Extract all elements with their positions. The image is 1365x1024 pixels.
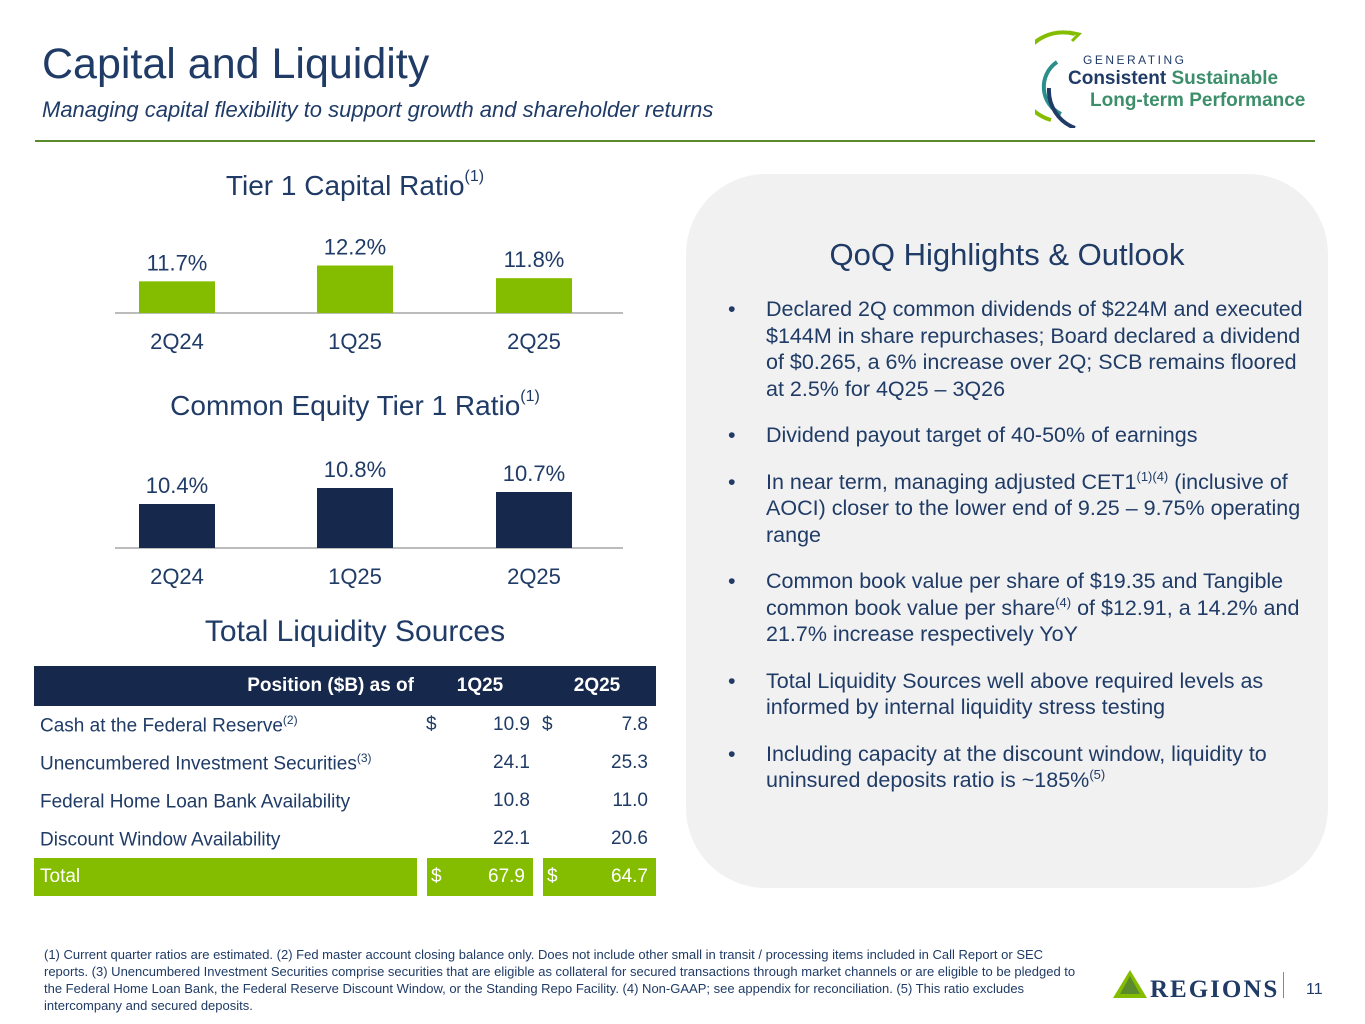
tier1-chart: 11.7% 2Q24 12.2% 1Q25 11.8% 2Q25 bbox=[115, 215, 635, 360]
row-label: Federal Home Loan Bank Availability bbox=[40, 791, 351, 813]
tagline-generating: GENERATING bbox=[1083, 53, 1187, 67]
row-dollar: $ bbox=[426, 714, 437, 735]
cet1-chart-title: Common Equity Tier 1 Ratio(1) bbox=[170, 388, 540, 421]
row-label: Discount Window Availability bbox=[40, 829, 281, 851]
header-col-2q25: 2Q25 bbox=[538, 666, 656, 706]
row-dollar bbox=[422, 820, 460, 858]
header-position-label: Position ($B) as of bbox=[34, 666, 422, 706]
row-dollar bbox=[538, 820, 576, 858]
total-dollar: $ bbox=[538, 858, 576, 896]
row-value-2q25: 20.6 bbox=[611, 828, 648, 849]
row-dollar bbox=[422, 744, 460, 782]
total-label: Total bbox=[34, 858, 427, 896]
value-label-1Q25: 10.8% bbox=[324, 457, 386, 482]
category-label-1Q25: 1Q25 bbox=[328, 329, 382, 354]
highlights-list: • Declared 2Q common dividends of $224M a… bbox=[728, 296, 1308, 814]
page-subtitle: Managing capital flexibility to support … bbox=[42, 97, 714, 122]
bar-2Q24 bbox=[139, 504, 215, 548]
value-label-2Q25: 11.8% bbox=[504, 247, 565, 272]
regions-wordmark: REGIONS bbox=[1150, 976, 1280, 1003]
table-row: Discount Window Availability 22.1 20.6 bbox=[34, 820, 656, 858]
row-value-2q25: 25.3 bbox=[611, 752, 648, 773]
row-label: Unencumbered Investment Securities(3) bbox=[40, 750, 372, 775]
row-dollar bbox=[538, 782, 576, 820]
bar-2Q25 bbox=[496, 492, 572, 548]
category-label-2Q24: 2Q24 bbox=[150, 329, 204, 354]
bar-1Q25 bbox=[317, 488, 393, 548]
table-row: Unencumbered Investment Securities(3) 24… bbox=[34, 744, 656, 782]
highlights-title: QoQ Highlights & Outlook bbox=[829, 237, 1185, 272]
tier1-chart-title: Tier 1 Capital Ratio(1) bbox=[225, 168, 485, 201]
row-label: Cash at the Federal Reserve(2) bbox=[40, 712, 298, 737]
regions-logo-icon bbox=[1113, 970, 1147, 998]
liquidity-header-row: Position ($B) as of 1Q25 2Q25 bbox=[34, 666, 656, 706]
row-dollar bbox=[538, 744, 576, 782]
total-value-1q25: 67.9 bbox=[460, 858, 543, 896]
generating-logo-icon bbox=[1035, 30, 1083, 128]
cet1-chart: 10.4% 2Q24 10.8% 1Q25 10.7% 2Q25 bbox=[115, 440, 635, 590]
category-label-2Q24: 2Q24 bbox=[150, 564, 204, 589]
footnotes: (1) Current quarter ratios are estimated… bbox=[44, 947, 1076, 1013]
category-label-1Q25: 1Q25 bbox=[328, 564, 382, 589]
category-label-2Q25: 2Q25 bbox=[507, 329, 561, 354]
footer-separator bbox=[1283, 972, 1284, 998]
list-item: • Including capacity at the discount wind… bbox=[728, 741, 1267, 793]
bar-2Q25 bbox=[496, 278, 572, 313]
bar-2Q24 bbox=[139, 281, 215, 313]
row-value-2q25: 11.0 bbox=[612, 790, 648, 811]
highlights-panel bbox=[686, 174, 1328, 888]
liquidity-table: Position ($B) as of 1Q25 2Q25 Cash at th… bbox=[34, 666, 656, 896]
page-number: 11 bbox=[1306, 981, 1323, 998]
total-dollar: $ bbox=[422, 858, 460, 896]
row-dollar: $ bbox=[542, 714, 553, 735]
total-value-2q25: 64.7 bbox=[576, 858, 656, 896]
row-value-1q25: 24.1 bbox=[493, 752, 530, 773]
row-value-1q25: 10.9 bbox=[493, 714, 530, 735]
table-row: Cash at the Federal Reserve(2) $ 10.9 $ … bbox=[34, 706, 656, 744]
list-item: • Total Liquidity Sources well above requ… bbox=[728, 668, 1264, 720]
bar-1Q25 bbox=[317, 265, 393, 313]
liquidity-title: Total Liquidity Sources bbox=[204, 615, 506, 648]
list-item: • Dividend payout target of 40-50% of ear… bbox=[728, 423, 1198, 447]
value-label-2Q24: 11.7% bbox=[147, 250, 208, 275]
row-value-1q25: 22.1 bbox=[493, 828, 530, 849]
category-label-2Q25: 2Q25 bbox=[507, 564, 561, 589]
header-divider bbox=[35, 140, 1315, 142]
total-row: Total $ 67.9 $ 64.7 bbox=[34, 858, 656, 896]
page-title: Capital and Liquidity bbox=[42, 40, 430, 88]
list-item: • Common book value per share of $19.35 a… bbox=[728, 569, 1300, 646]
tagline-consistent-sustainable: Consistent Sustainable bbox=[1068, 68, 1279, 89]
list-item: • In near term, managing adjusted CET1(1)… bbox=[728, 468, 1301, 547]
value-label-2Q25: 10.7% bbox=[503, 461, 565, 486]
list-item: • Declared 2Q common dividends of $224M a… bbox=[728, 297, 1303, 401]
header-col-1q25: 1Q25 bbox=[422, 666, 538, 706]
table-row: Federal Home Loan Bank Availability 10.8… bbox=[34, 782, 656, 820]
tagline-long-term: Long-term Performance bbox=[1090, 90, 1306, 111]
row-value-2q25: 7.8 bbox=[621, 714, 648, 735]
value-label-2Q24: 10.4% bbox=[146, 473, 208, 498]
row-value-1q25: 10.8 bbox=[493, 790, 530, 811]
row-dollar bbox=[422, 782, 460, 820]
value-label-1Q25: 12.2% bbox=[324, 235, 386, 260]
